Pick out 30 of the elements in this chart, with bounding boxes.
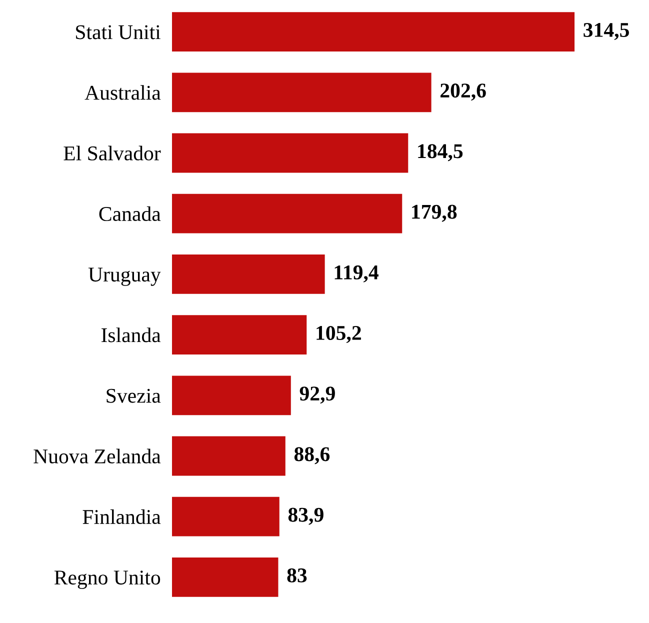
- y-tick-label: Nuova Zelanda: [34, 448, 161, 464]
- y-tick-label: Australia: [84, 85, 161, 100]
- bar: [172, 376, 291, 416]
- bar: [172, 72, 432, 112]
- bar: [172, 133, 408, 173]
- data-label: 314,5: [584, 23, 629, 40]
- data-label: 105,2: [316, 326, 361, 344]
- bar: [172, 496, 280, 536]
- bar: [172, 194, 402, 234]
- bar: [172, 315, 307, 354]
- y-tick-label: Stati Uniti: [76, 25, 160, 40]
- data-label: 83: [287, 568, 307, 582]
- y-tick-label: Canada: [99, 206, 161, 222]
- data-label: 184,5: [418, 144, 463, 162]
- y-tick-label: Svezia: [106, 388, 161, 403]
- y-tick-label: El Salvador: [64, 146, 161, 160]
- y-tick-label: Uruguay: [88, 268, 161, 286]
- bar: [172, 436, 286, 476]
- bar: [172, 12, 575, 52]
- y-tick-label: Regno Unito: [54, 570, 160, 589]
- data-label: 83,9: [288, 508, 324, 525]
- data-label: 202,6: [440, 84, 486, 101]
- data-label: 92,9: [300, 386, 335, 404]
- data-label: 88,6: [294, 447, 330, 464]
- y-tick-label: Islanda: [101, 328, 161, 342]
- bar: [172, 558, 278, 597]
- y-tick-label: Finlandia: [82, 509, 161, 524]
- data-label: 179,8: [412, 204, 457, 222]
- data-label: 119,4: [334, 265, 378, 282]
- bar: [172, 254, 325, 294]
